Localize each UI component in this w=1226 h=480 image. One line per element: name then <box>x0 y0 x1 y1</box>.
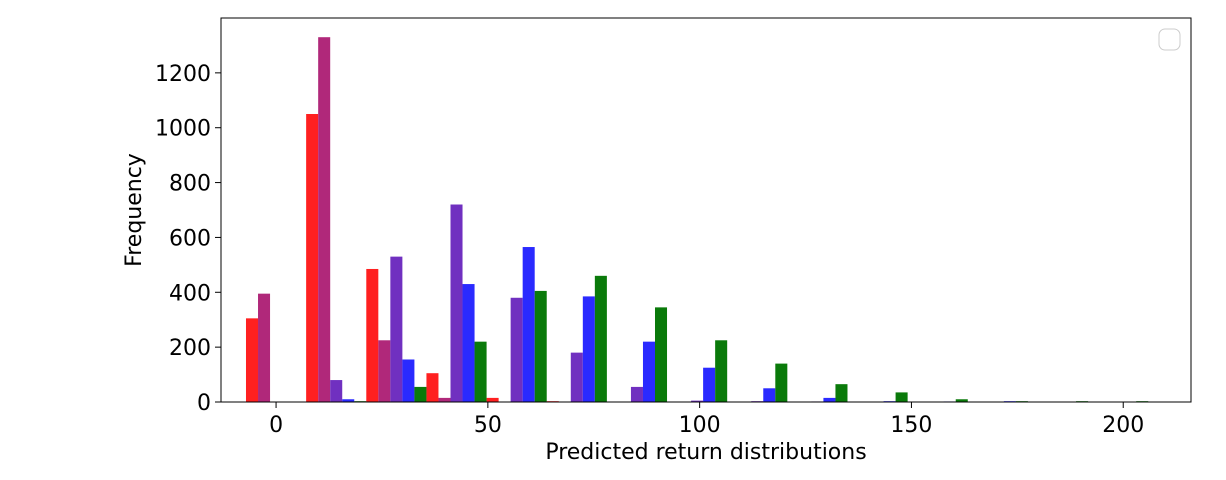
histogram-bar <box>703 367 716 402</box>
histogram-bar <box>414 386 427 402</box>
x-tick-label: 200 <box>1102 413 1144 438</box>
histogram-bar <box>462 284 475 402</box>
histogram-bar <box>582 296 595 402</box>
plot-frame <box>220 17 1192 403</box>
histogram-bar <box>258 293 271 402</box>
y-tick-label: 200 <box>169 336 211 361</box>
histogram-bar <box>763 388 776 402</box>
histogram-bar <box>630 386 643 402</box>
histogram-bar <box>378 340 391 402</box>
histogram-bar <box>245 318 259 402</box>
histogram-bar <box>318 37 331 402</box>
histogram-bar <box>342 399 355 402</box>
histogram-bar <box>642 341 655 402</box>
x-tick-label: 0 <box>269 413 283 438</box>
histogram-bar <box>823 397 836 402</box>
histogram-bar <box>390 256 403 402</box>
histogram-bar <box>691 400 704 402</box>
histogram-bar <box>306 114 319 402</box>
histogram-bar <box>438 397 451 402</box>
histogram-bar <box>655 307 668 402</box>
histogram-bar <box>534 290 547 402</box>
histogram-bar <box>715 340 728 402</box>
histogram-bar <box>955 399 968 402</box>
y-tick-label: 800 <box>169 172 211 197</box>
x-axis-ticks: 0 50 100 150 200 <box>269 402 1144 438</box>
y-tick-label: 1000 <box>155 117 211 142</box>
y-tick-label: 0 <box>197 391 211 416</box>
y-axis-ticks: 0 200 400 600 800 1000 1200 <box>155 62 221 416</box>
histogram-bar <box>426 373 439 402</box>
histogram-bar <box>835 384 848 402</box>
histogram-bar <box>450 204 463 402</box>
y-tick-label: 600 <box>169 226 211 251</box>
legend-box[interactable] <box>1158 28 1181 51</box>
histogram-bar <box>522 247 535 402</box>
y-tick-label: 400 <box>169 281 211 306</box>
histogram-bar <box>510 297 523 402</box>
histogram-bar <box>402 359 415 402</box>
x-tick-label: 100 <box>679 413 721 438</box>
y-tick-label: 1200 <box>155 62 211 87</box>
histogram-bar <box>366 268 379 402</box>
histogram-bar <box>895 392 908 402</box>
histogram-bar <box>570 352 583 402</box>
x-tick-label: 150 <box>890 413 932 438</box>
histogram-bar <box>330 380 343 402</box>
x-axis-label: Predicted return distributions <box>545 440 866 465</box>
bars-group <box>245 37 1149 402</box>
histogram-bar <box>775 363 788 402</box>
x-tick-label: 50 <box>474 413 502 438</box>
histogram-bar <box>594 275 607 402</box>
histogram-bar <box>474 341 487 402</box>
y-axis-label: Frequency <box>122 153 147 267</box>
histogram-bar <box>486 397 499 402</box>
